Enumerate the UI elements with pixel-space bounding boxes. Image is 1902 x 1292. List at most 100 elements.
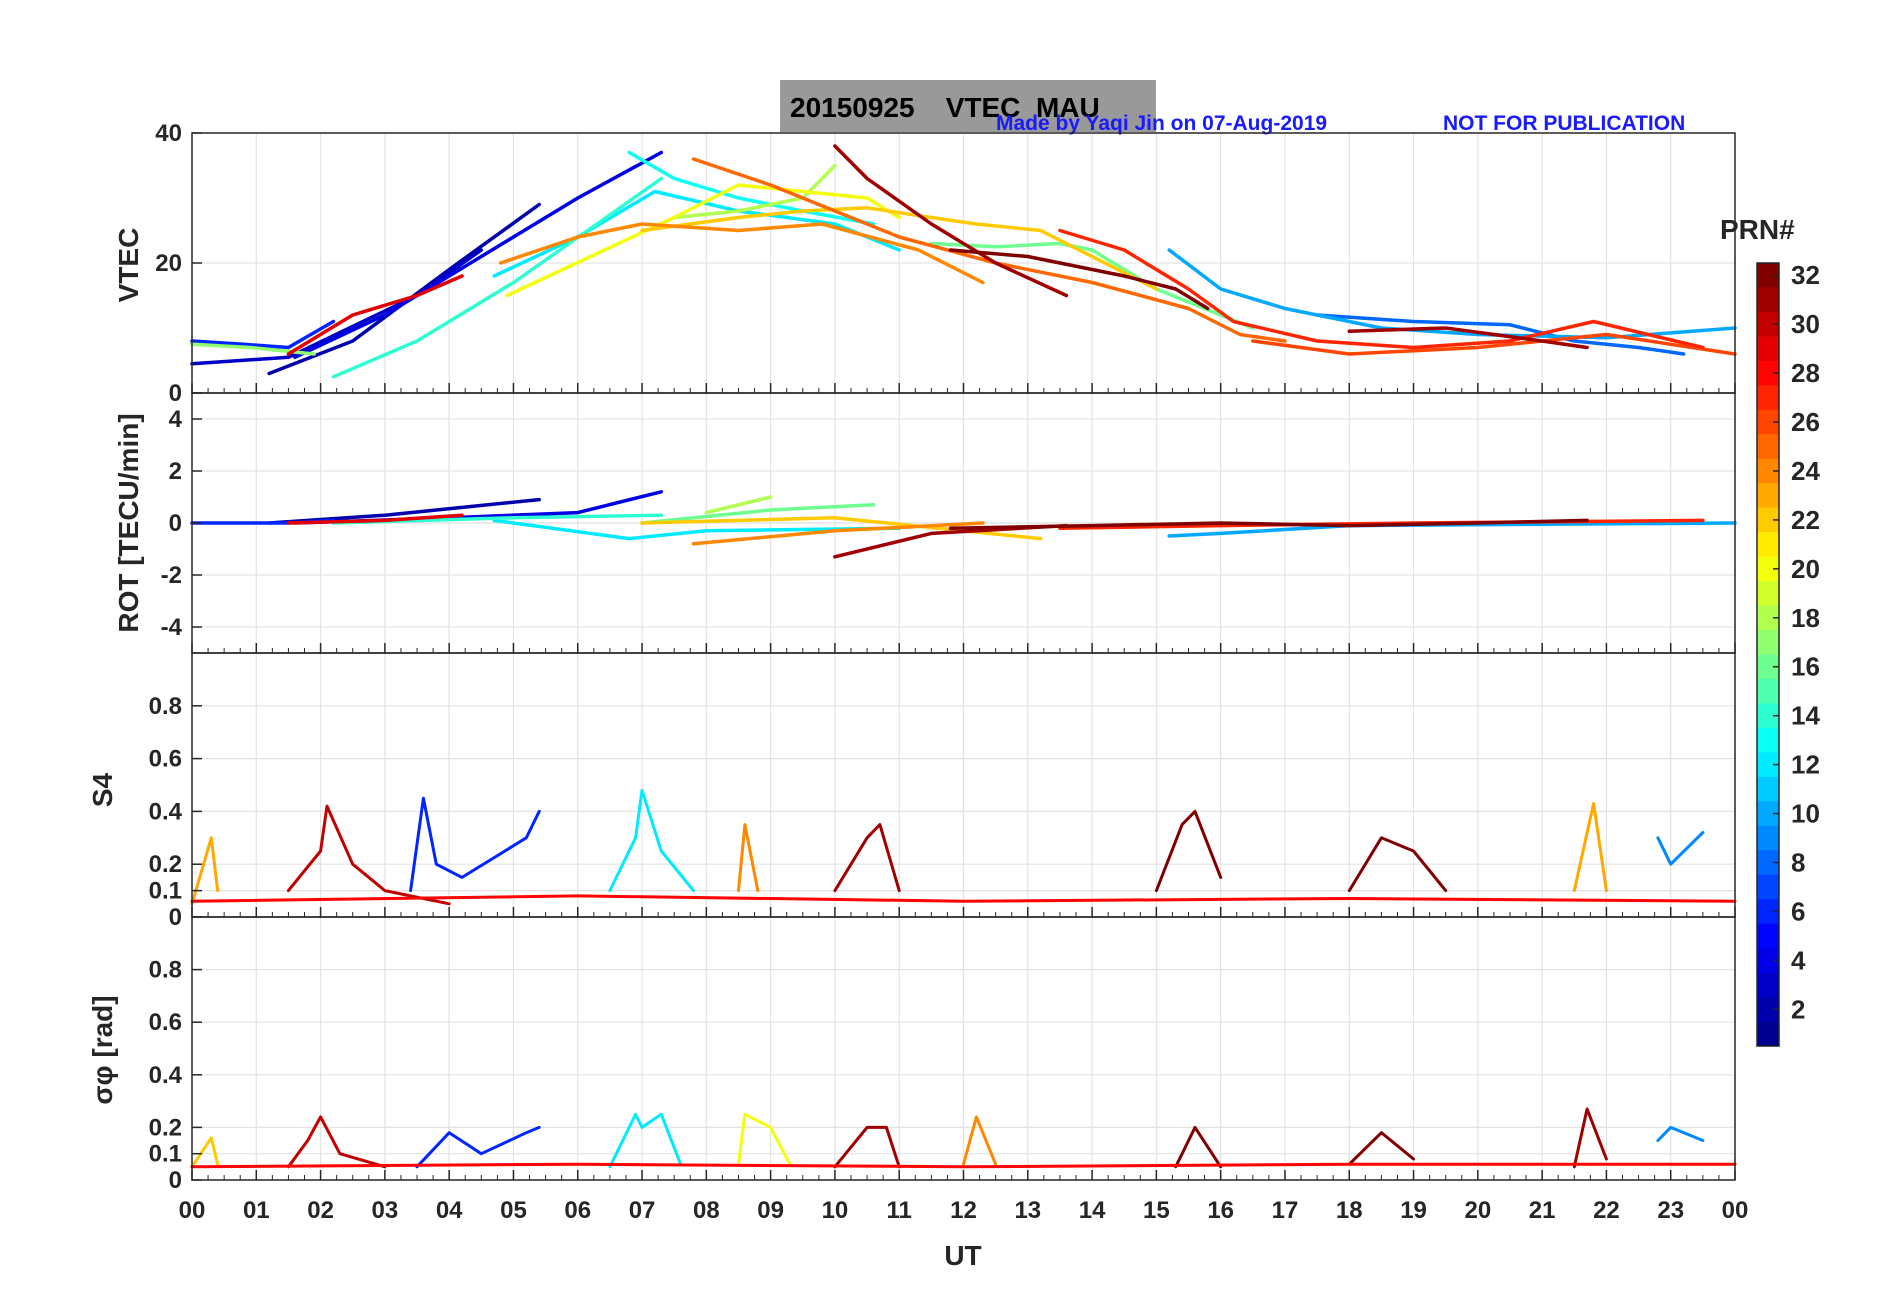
colorbar-segment [1757,899,1779,925]
ytick-label: 0.2 [149,851,182,878]
xaxis-label: UT [944,1240,981,1271]
series-prn-32 [948,518,1589,530]
series-prn-30 [286,804,451,906]
colorbar-tick-label: 4 [1791,945,1806,975]
colorbar-tick-label: 16 [1791,652,1820,682]
series-prn-31 [833,1125,901,1169]
colorbar-segment [1757,263,1779,289]
ytick-label: 0.8 [149,693,182,720]
xtick-label: 18 [1336,1197,1363,1224]
title-text: 20150925 VTEC MAU [790,92,1100,124]
colorbar-tick-label: 28 [1791,358,1820,388]
series-prn-31 [833,823,901,893]
title-date: 20150925 [790,92,915,123]
title-product: VTEC [945,92,1021,123]
series-prn-9 [1656,831,1705,866]
series-prn-18 [704,495,773,515]
series-prn-25 [691,157,1287,343]
series-prn-12 [492,518,901,541]
colorbar-tick-label: 6 [1791,896,1805,926]
colorbar-segment [1757,507,1779,533]
series-prn-23 [1572,802,1608,893]
xtick-label: 01 [243,1197,270,1224]
xtick-label: 20 [1464,1197,1491,1224]
series-prn-24 [691,521,985,546]
grid-layer [192,133,1735,1180]
colorbar-tick-label: 32 [1791,260,1820,290]
colorbar-tick-label: 26 [1791,407,1820,437]
colorbar-segment [1757,336,1779,362]
series-prn-20 [737,1112,792,1166]
series-prn-12 [608,1112,683,1169]
colorbar-segment [1757,385,1779,411]
colorbar-segment [1757,605,1779,631]
series-prn-24 [962,1115,998,1166]
colorbar-segment [1757,630,1779,656]
colorbar-segment [1757,727,1779,753]
colorbar-segment [1757,825,1779,851]
series-prn-16 [640,503,876,525]
series-prn-32 [1174,1125,1223,1169]
series-prn-24 [737,823,760,893]
ytick-label: 0.6 [149,746,182,773]
xtick-label: 15 [1143,1197,1170,1224]
series-prn-29 [286,274,464,356]
colorbar-segment [1757,287,1779,313]
series-prn-13 [627,150,876,226]
series-prn-6 [409,796,541,893]
colorbar-segment [1757,654,1779,680]
colorbar-segment [1757,923,1779,949]
xtick-label: 03 [372,1197,399,1224]
xtick-label: 21 [1529,1197,1556,1224]
colorbar-segment [1757,948,1779,974]
series-prn-14 [331,176,664,379]
xtick-label: 06 [564,1197,591,1224]
colorbar-tick-label: 10 [1791,799,1820,829]
ytick-label: -4 [161,614,183,641]
series-prn-12 [608,788,695,893]
ytick-label: 0 [169,510,182,537]
series-prn-22 [190,1136,220,1169]
xtick-label: 04 [436,1197,463,1224]
colorbar-tick-label: 20 [1791,554,1820,584]
ytick-label: 0.6 [149,1009,182,1036]
colorbar-segment [1757,581,1779,607]
colorbar-segment [1757,434,1779,460]
ytick-label: 0.2 [149,1114,182,1141]
xtick-label: 09 [757,1197,784,1224]
xtick-label: 05 [500,1197,527,1224]
colorbar-segment [1757,458,1779,484]
colorbar-segment [1757,678,1779,705]
series-prn-32 [1154,809,1223,893]
series-prn-3 [190,248,484,366]
series-prn-28 [190,894,1737,903]
title-box [780,80,1156,132]
colorbar-segment [1757,997,1779,1023]
ytick-label: 0.8 [149,957,182,984]
series-prn-30 [286,1115,387,1169]
series-prn-32 [948,248,1210,311]
colorbar-segment [1757,874,1779,900]
series-prn-31 [833,144,1069,298]
colorbar-tick-label: 18 [1791,603,1820,633]
series-prn-28 [190,1162,1737,1169]
ylabel-rot: ROT [TECU/min] [113,413,144,632]
ytick-label: 0.1 [149,878,182,905]
xtick-label: 23 [1657,1197,1684,1224]
colorbar-segment [1757,532,1779,558]
ytick-label: 0 [169,1167,182,1194]
series-prn-9 [1656,1125,1705,1142]
colorbar-segment [1757,409,1779,435]
notice-text: NOT FOR PUBLICATION [1443,112,1686,135]
colorbar-segment [1757,752,1779,778]
xtick-label: 07 [629,1197,656,1224]
ytick-label: 0 [169,904,182,931]
xtick-label: 14 [1079,1197,1106,1224]
xtick-label: 12 [950,1197,977,1224]
ytick-label: 0.4 [149,1062,183,1089]
colorbar-segment [1757,556,1779,582]
